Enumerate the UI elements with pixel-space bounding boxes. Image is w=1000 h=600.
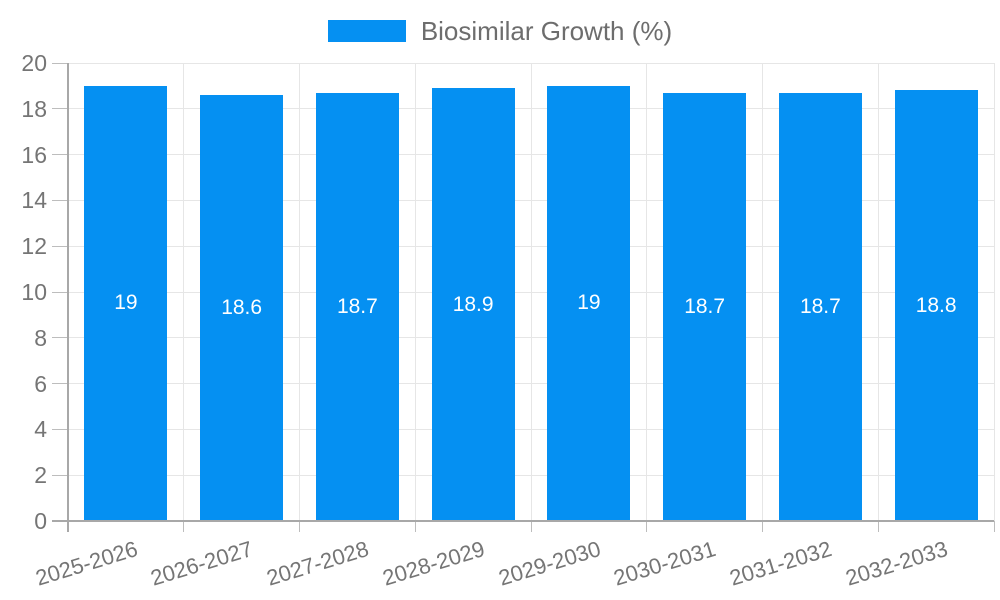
y-tick-mark [52,474,68,476]
y-axis-line [67,63,69,532]
x-tick-mark [530,521,532,532]
category-gridline [646,63,648,521]
y-axis-label: 20 [21,50,47,76]
x-tick-mark [877,521,879,532]
category-gridline [299,63,300,521]
bar-2029-2030[interactable]: 19 [547,85,631,521]
category-gridline [414,63,416,521]
x-tick-mark [414,521,416,532]
category-gridline [530,63,532,521]
x-tick-mark [183,521,185,532]
x-tick-mark [762,521,763,532]
y-tick-mark [52,199,68,201]
x-axis-label: 2025-2026 [32,536,141,591]
bar-2031-2032[interactable]: 18.7 [778,92,862,521]
bar-value-label: 18.7 [336,294,378,318]
x-axis-label: 2032-2033 [842,536,951,591]
x-axis-label: 2027-2028 [263,536,372,591]
x-axis-label: 2031-2032 [726,536,835,591]
x-axis-label: 2028-2029 [379,536,488,591]
y-axis-label: 14 [21,187,47,214]
x-tick-mark [299,521,300,532]
y-tick-mark [52,337,68,339]
bar-2032-2033[interactable]: 18.8 [894,90,978,521]
x-tick-mark [646,521,648,532]
y-tick-mark [52,108,68,110]
y-tick-mark [52,154,68,156]
bar-2028-2029[interactable]: 18.9 [431,88,515,521]
y-axis-label: 12 [21,233,47,260]
legend-swatch-icon [327,20,406,42]
y-axis-label: 18 [21,95,47,122]
x-axis-label: 2029-2030 [495,536,604,591]
category-gridline [762,63,763,521]
y-axis-label: 6 [34,370,47,397]
y-axis-label: 4 [34,416,47,443]
y-tick-mark [52,291,68,293]
category-gridline [877,63,879,521]
x-axis-label: 2030-2031 [611,536,719,591]
bar-value-label: 18.7 [684,294,726,318]
bar-2027-2028[interactable]: 18.7 [315,92,399,521]
category-gridline [993,63,995,521]
y-tick-mark [52,383,68,385]
y-axis-label: 2 [34,462,47,489]
y-axis-label: 10 [21,279,47,305]
y-tick-mark [52,428,68,430]
legend-label: Biosimilar Growth (%) [420,16,673,46]
y-axis-label: 0 [34,508,47,534]
bar-value-label: 18.8 [915,293,957,317]
y-tick-mark [52,62,68,64]
y-tick-mark [52,245,68,247]
y-axis-label: 8 [34,324,47,351]
x-axis-label: 2026-2027 [148,536,256,591]
bar-2025-2026[interactable]: 19 [84,85,168,521]
legend-item[interactable]: Biosimilar Growth (%) [0,16,1000,46]
x-axis-line [52,520,994,522]
bar-value-label: 19 [577,291,601,315]
y-axis-label: 16 [21,141,47,168]
category-gridline [183,63,185,521]
bar-value-label: 18.6 [221,296,263,320]
bar-2026-2027[interactable]: 18.6 [200,95,284,521]
bar-value-label: 18.7 [799,294,841,318]
bar-2030-2031[interactable]: 18.7 [663,92,747,521]
bar-value-label: 19 [114,291,138,315]
bar-value-label: 18.9 [452,292,494,316]
x-tick-mark [993,521,995,532]
